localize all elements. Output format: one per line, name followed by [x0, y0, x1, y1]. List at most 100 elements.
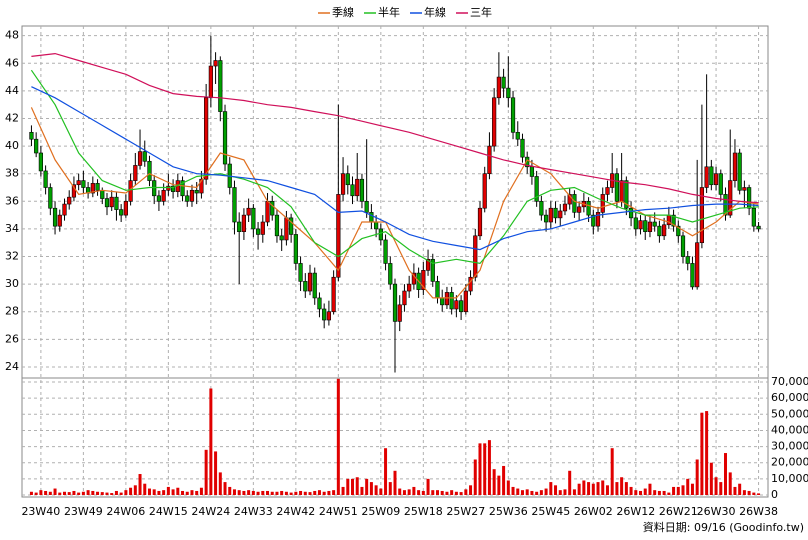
volume-bar	[492, 469, 496, 495]
y-tick-label: 44	[5, 84, 19, 97]
volume-bar	[525, 489, 529, 495]
volume-bar	[341, 486, 345, 495]
candle-body	[600, 194, 605, 213]
y-tick-label: 32	[5, 250, 19, 263]
volume-bar	[303, 491, 307, 495]
volume-bar	[393, 470, 397, 495]
x-tick-label: 26W21	[659, 505, 698, 518]
candle-body	[685, 256, 690, 264]
candle-body	[119, 209, 124, 216]
volume-bar	[577, 483, 581, 495]
candle-body	[383, 239, 388, 264]
volume-bar	[284, 491, 288, 495]
candle-body	[520, 138, 525, 158]
volume-bar	[511, 486, 515, 495]
volume-bar	[114, 490, 118, 495]
candle-body	[166, 185, 171, 191]
candle-body	[307, 272, 313, 292]
candle-body	[185, 195, 190, 202]
volume-bar	[591, 483, 595, 495]
candle-body	[534, 176, 539, 202]
candle-body	[260, 221, 265, 235]
volume-bar	[86, 490, 90, 495]
volume-bar	[34, 492, 38, 495]
candle-body	[449, 292, 454, 310]
volume-bar	[299, 490, 303, 495]
candle-body	[284, 217, 289, 241]
candle-body	[270, 201, 275, 216]
volume-bar	[587, 482, 591, 495]
volume-bar	[464, 489, 468, 495]
candle-body	[123, 201, 128, 216]
candle-body	[100, 189, 105, 199]
volume-bar	[558, 490, 562, 495]
volume-bar	[336, 378, 340, 495]
candle-body	[137, 151, 143, 166]
candle-body	[586, 201, 591, 216]
x-tick-label: 25W36	[489, 505, 528, 518]
candle-body	[477, 207, 483, 237]
volume-bar	[539, 490, 543, 495]
volume-bar	[360, 486, 364, 495]
volume-bar	[39, 490, 43, 495]
candle-body	[459, 300, 464, 313]
candle-body	[444, 292, 450, 306]
volume-bar	[223, 482, 227, 495]
candle-body	[43, 170, 48, 188]
volume-bar	[733, 486, 737, 495]
candle-body	[208, 65, 213, 99]
volume-bar	[487, 440, 491, 495]
candle-body	[742, 187, 747, 191]
candle-body	[454, 300, 459, 310]
x-tick-label: 24W33	[234, 505, 273, 518]
candle-body	[364, 201, 369, 213]
volume-bar	[714, 477, 718, 495]
candle-body	[510, 97, 516, 133]
volume-bar	[657, 490, 661, 495]
candle-body	[690, 263, 695, 288]
candle-body	[204, 97, 209, 180]
volume-bar	[53, 488, 57, 495]
candle-body	[312, 272, 317, 299]
volume-bar	[199, 487, 203, 495]
candle-body	[407, 283, 412, 292]
candle-body	[529, 166, 535, 177]
legend-label: 年線	[424, 5, 446, 19]
volume-bar	[407, 489, 411, 495]
volume-bar	[228, 486, 232, 495]
volume-bar	[124, 490, 128, 495]
candle-body	[67, 196, 72, 205]
candle-body	[572, 194, 577, 213]
volume-bar	[686, 478, 690, 495]
x-tick-label: 25W45	[531, 505, 570, 518]
candle-body	[657, 225, 662, 237]
x-tick-label: 23W49	[64, 505, 103, 518]
volume-bar	[690, 483, 694, 495]
candle-body	[38, 152, 43, 172]
volume-bar	[44, 490, 48, 495]
candle-body	[222, 111, 228, 165]
volume-bar	[629, 486, 633, 495]
x-tick-label: 26W12	[616, 505, 655, 518]
volume-bar	[289, 492, 293, 495]
volume-bar	[143, 483, 147, 495]
legend-label: 季線	[332, 5, 354, 19]
volume-bar	[379, 488, 383, 495]
candle-body	[473, 235, 478, 278]
volume-bar	[266, 490, 270, 495]
candle-body	[274, 214, 280, 237]
volume-bar	[327, 490, 331, 495]
volume-bar	[549, 482, 553, 495]
candle-body	[52, 207, 58, 227]
candle-body	[133, 165, 138, 181]
volume-bar	[256, 491, 260, 495]
candle-body	[218, 60, 223, 112]
volume-bar	[643, 488, 647, 495]
candle-body	[605, 187, 610, 195]
ma-line	[31, 52, 759, 204]
volume-bar	[426, 478, 430, 495]
volume-bar	[365, 478, 369, 495]
volume-bar	[450, 490, 454, 495]
candle-body	[633, 217, 638, 230]
candle-body	[699, 187, 704, 244]
